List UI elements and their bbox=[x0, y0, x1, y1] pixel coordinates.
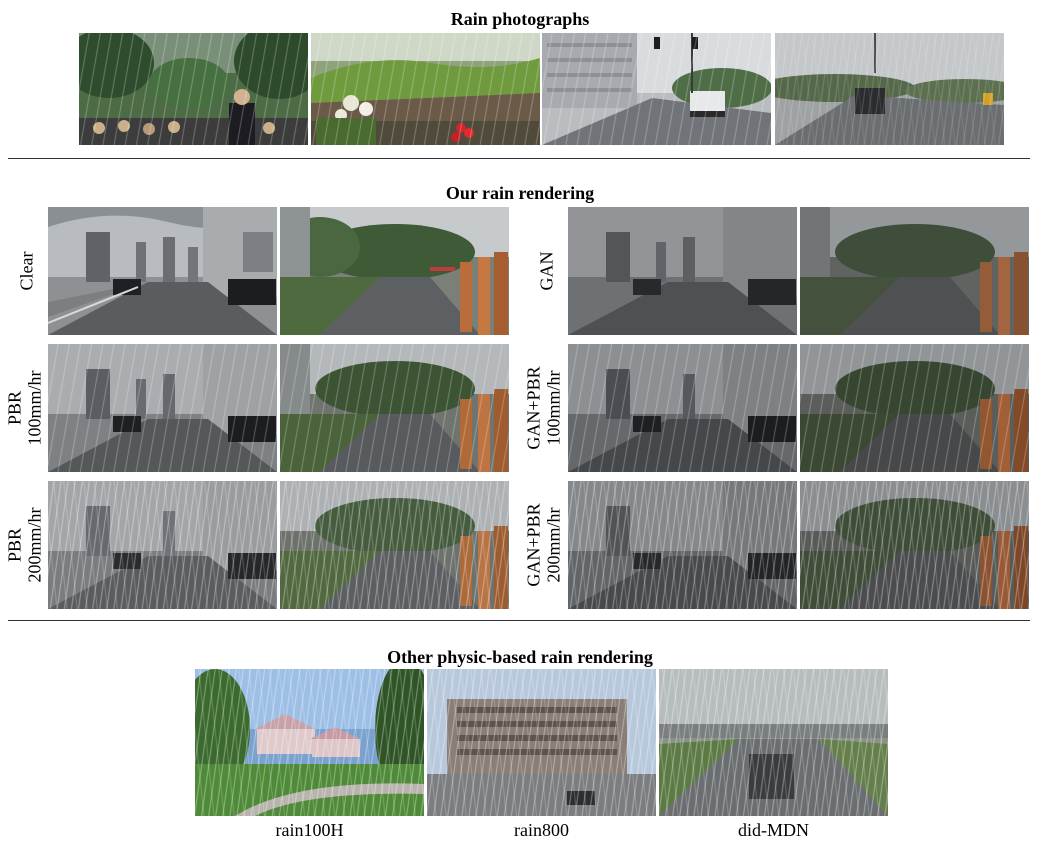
gan-pbr-100-city-image bbox=[568, 344, 797, 472]
clear-tree-road-image bbox=[280, 207, 509, 335]
section-title-rain-photographs: Rain photographs bbox=[450, 9, 590, 29]
caption-rain100h: rain100H bbox=[275, 820, 344, 840]
clear-city-image bbox=[48, 207, 277, 335]
rain100h-image bbox=[195, 669, 424, 816]
caption-rain800: rain800 bbox=[514, 820, 569, 840]
gan-tree-road-image bbox=[800, 207, 1029, 335]
row-label-pbr-100: PBR 100mm/hr bbox=[4, 370, 44, 446]
row-label-gan-pbr-100: GAN+PBR 100mm/hr bbox=[524, 366, 565, 450]
gan-pbr-200-tree-road-image bbox=[800, 481, 1029, 609]
row-label-gan-pbr-200: GAN+PBR 200mm/hr bbox=[524, 503, 565, 587]
pbr-100-tree-road-image bbox=[280, 344, 509, 472]
row-label-gan: GAN bbox=[536, 251, 556, 291]
caption-did-mdn: did-MDN bbox=[738, 820, 809, 840]
row-label-clear: Clear bbox=[15, 251, 36, 291]
row-label-pbr-200: PBR 200mm/hr bbox=[4, 507, 44, 583]
pbr-100-city-image bbox=[48, 344, 277, 472]
divider-bottom bbox=[8, 620, 1030, 621]
rain800-image bbox=[427, 669, 656, 816]
pbr-200-tree-road-image bbox=[280, 481, 509, 609]
gan-pbr-100-tree-road-image bbox=[800, 344, 1029, 472]
section-title-other-rendering: Other physic-based rain rendering bbox=[387, 647, 653, 667]
did-mdn-image bbox=[659, 669, 888, 816]
divider-top bbox=[8, 158, 1030, 159]
gan-city-image bbox=[568, 207, 797, 335]
section-title-our-rendering: Our rain rendering bbox=[445, 183, 595, 203]
rain-photo-street bbox=[542, 33, 771, 145]
pbr-200-city-image bbox=[48, 481, 277, 609]
rain-photo-flowers bbox=[311, 33, 540, 145]
rain-photo-highway bbox=[775, 33, 1004, 145]
gan-pbr-200-city-image bbox=[568, 481, 797, 609]
rain-photo-crowd bbox=[79, 33, 308, 145]
